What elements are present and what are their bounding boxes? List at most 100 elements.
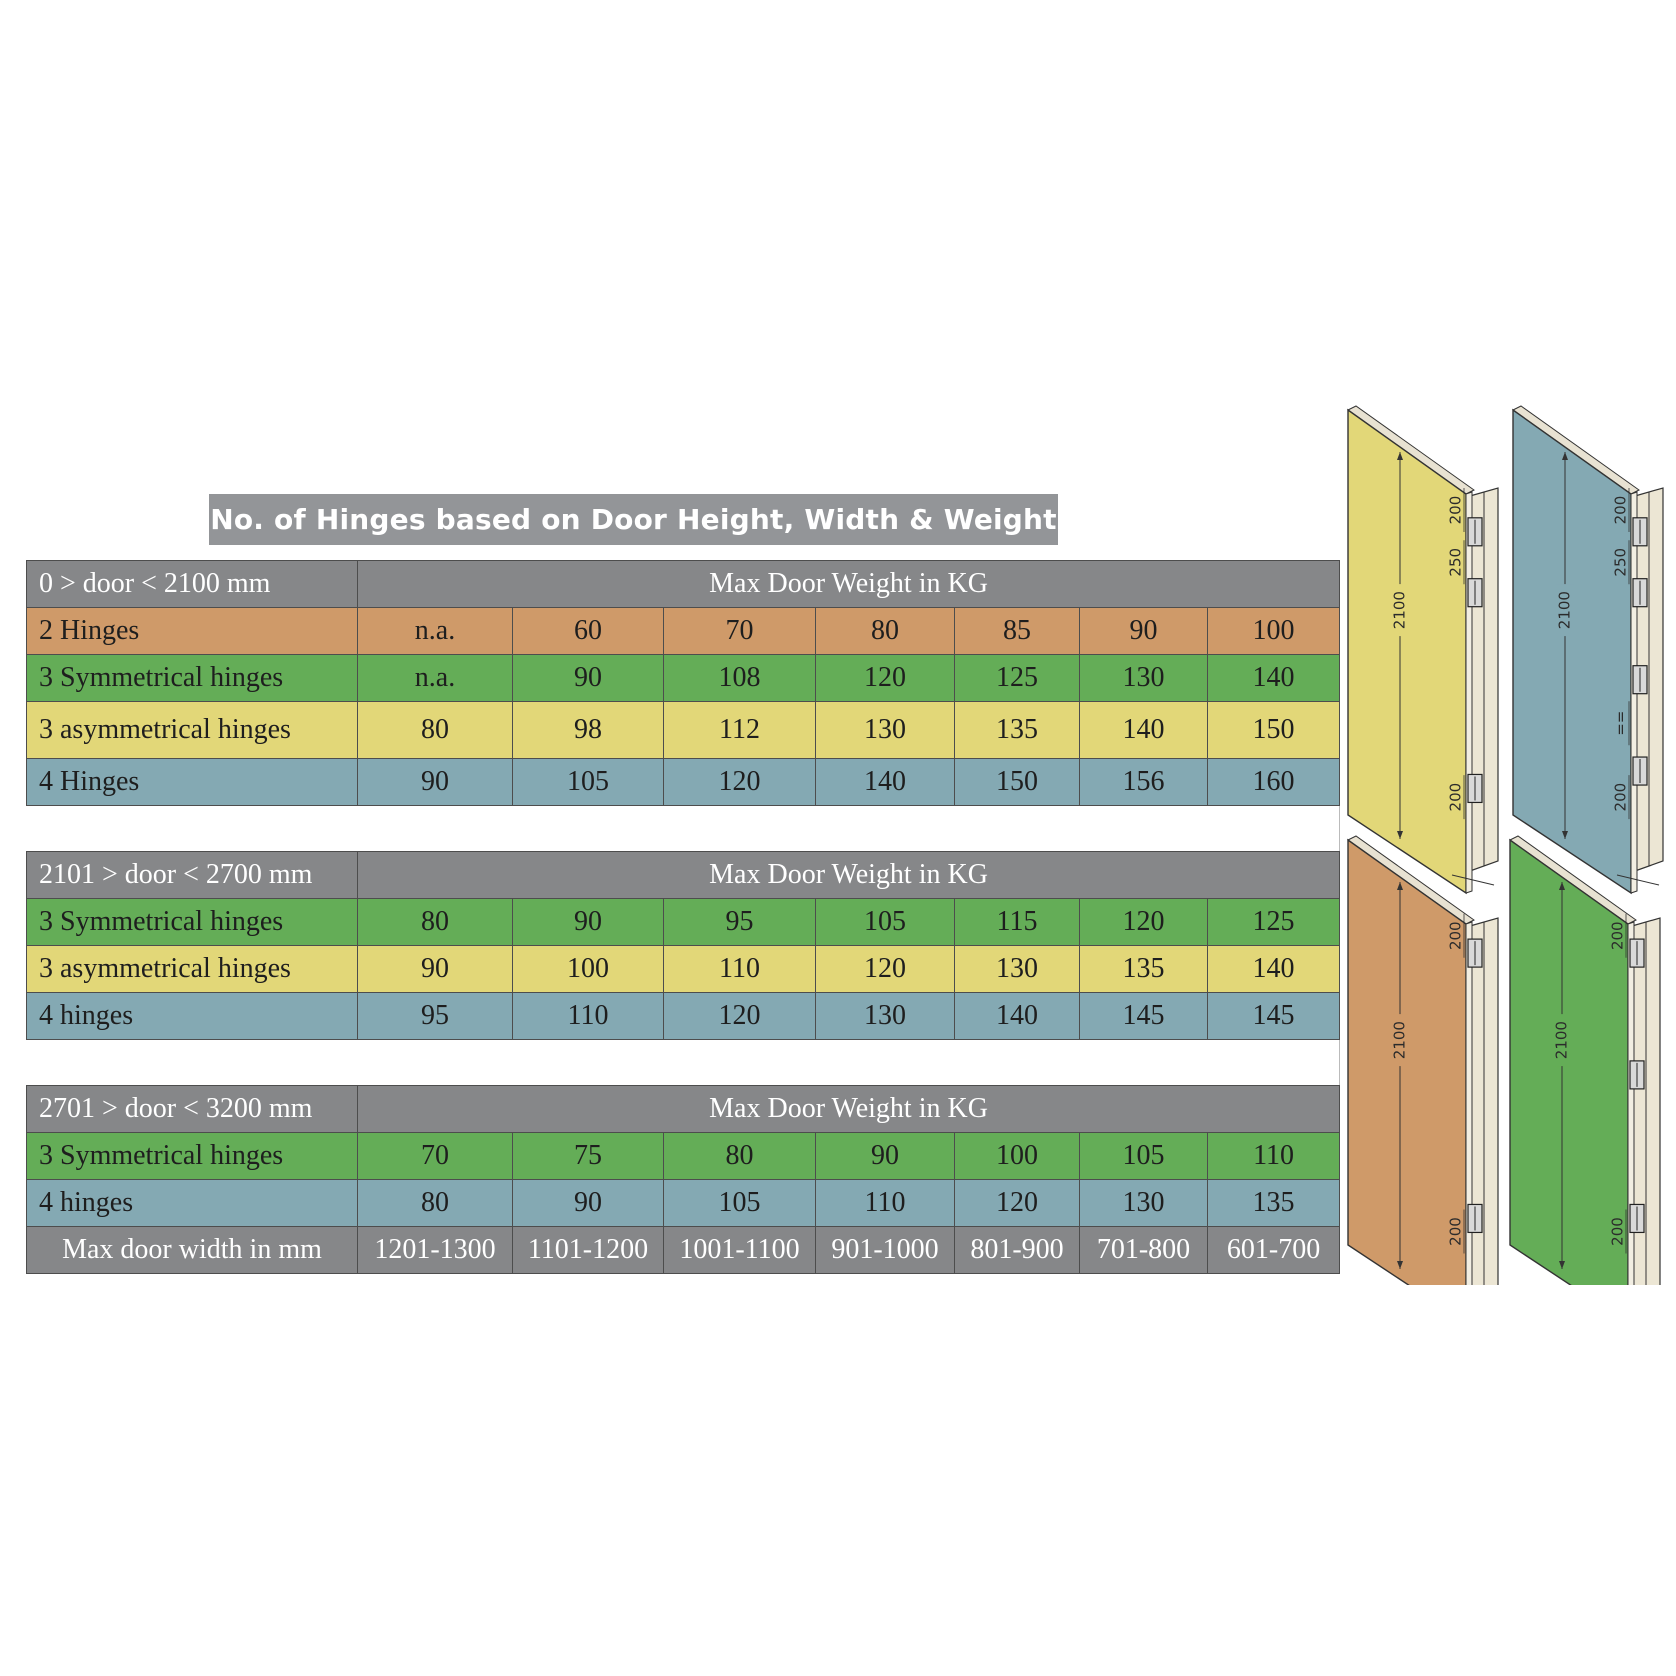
max-weight-cell: 140 [815, 758, 955, 806]
max-weight-cell: 145 [1079, 992, 1208, 1040]
max-weight-cell: 90 [1079, 607, 1208, 655]
hinge-config-label: 3 Symmetrical hinges [26, 1132, 358, 1180]
door-diagram-yellow: 2100 200 250 200 [1347, 405, 1499, 895]
max-weight-cell: 135 [1206, 1179, 1341, 1227]
section-spacer [26, 1039, 1341, 1086]
max-weight-cell: 130 [815, 701, 955, 759]
max-weight-cell: 120 [954, 1179, 1080, 1227]
max-weight-cell: 98 [512, 701, 664, 759]
max-weight-cell: 100 [954, 1132, 1080, 1180]
max-weight-cell: 145 [1206, 992, 1341, 1040]
dimension-label: 200 [1447, 496, 1465, 525]
hinge-config-label: 4 hinges [26, 1179, 358, 1227]
max-weight-cell: 105 [663, 1179, 816, 1227]
door-height-range: 2701 > door < 3200 mm [26, 1085, 358, 1133]
door-width-cell: 601-700 [1206, 1226, 1341, 1274]
max-weight-cell: 135 [954, 701, 1080, 759]
max-weight-cell: 160 [1206, 758, 1341, 806]
max-weight-header: Max Door Weight in KG [356, 1085, 1341, 1133]
max-weight-cell: 80 [357, 1179, 513, 1227]
hinge-config-label: 3 Symmetrical hinges [26, 654, 358, 702]
width-footer-row: Max door width in mm 1201-1300 1101-1200 10… [26, 1226, 1341, 1274]
arrow-head [1397, 452, 1403, 460]
max-weight-cell: 110 [663, 945, 816, 993]
table-row: 4 Hinges 90 105 120 140 150 156 160 [26, 758, 1341, 806]
door-width-cell: 1001-1100 [663, 1226, 816, 1274]
arrow-head [1559, 1261, 1565, 1269]
door-leaf [1512, 408, 1632, 895]
hinge-config-label: 3 asymmetrical hinges [26, 701, 358, 759]
max-weight-cell: 85 [954, 607, 1080, 655]
door-width-cell: 801-900 [954, 1226, 1080, 1274]
door-edge [1465, 491, 1473, 894]
max-weight-header: Max Door Weight in KG [356, 851, 1341, 899]
max-weight-cell: 80 [815, 607, 955, 655]
max-weight-cell: 75 [512, 1132, 664, 1180]
max-weight-cell: 140 [1206, 945, 1341, 993]
hinge-table: 0 > door < 2100 mm Max Door Weight in KG 2… [26, 560, 1341, 1274]
section-header-row: 2701 > door < 3200 mm Max Door Weight in … [26, 1085, 1341, 1133]
max-weight-cell: 90 [512, 654, 664, 702]
door-diagram-orange: 2100 200 200 [1347, 835, 1499, 1285]
max-weight-cell: 110 [1206, 1132, 1341, 1180]
bottom-dimension-line [1451, 874, 1495, 886]
arrow-head [1397, 831, 1403, 839]
arrow-head [1562, 452, 1568, 460]
max-weight-cell: 105 [1079, 1132, 1208, 1180]
max-weight-cell: 60 [512, 607, 664, 655]
max-weight-cell: 80 [357, 898, 513, 946]
max-weight-cell: 105 [512, 758, 664, 806]
max-weight-cell: 108 [663, 654, 816, 702]
max-weight-cell: 80 [357, 701, 513, 759]
height-label: 2100 [1391, 1021, 1409, 1059]
bottom-dimension-line [1616, 874, 1660, 886]
hinge-config-label: 4 Hinges [26, 758, 358, 806]
door-height-range: 2101 > door < 2700 mm [26, 851, 358, 899]
max-weight-cell: n.a. [357, 654, 513, 702]
hinge-config-label: 4 hinges [26, 992, 358, 1040]
max-weight-cell: 125 [1206, 898, 1341, 946]
arrow-head [1559, 882, 1565, 890]
max-weight-cell: 135 [1079, 945, 1208, 993]
dimension-label: 250 [1447, 548, 1465, 577]
height-label: 2100 [1391, 591, 1409, 629]
door-diagram-green: 2100 200 200 [1509, 835, 1661, 1285]
section-header-row: 0 > door < 2100 mm Max Door Weight in KG [26, 560, 1341, 608]
height-label: 2100 [1553, 1021, 1571, 1059]
max-weight-cell: 95 [663, 898, 816, 946]
max-weight-cell: 120 [1079, 898, 1208, 946]
max-weight-cell: 156 [1079, 758, 1208, 806]
max-weight-cell: 125 [954, 654, 1080, 702]
table-row: 3 asymmetrical hinges 80 98 112 130 135 140 150 [26, 701, 1341, 759]
door-hinge-diagrams: 21002002502002100200250==200210020020021… [1347, 405, 1664, 1285]
max-weight-cell: 120 [663, 758, 816, 806]
label-backdrop [1391, 1014, 1409, 1067]
max-weight-header: Max Door Weight in KG [356, 560, 1341, 608]
dimension-label: 200 [1612, 496, 1630, 525]
arrow-head [1562, 831, 1568, 839]
max-weight-cell: 70 [663, 607, 816, 655]
door-diagram-blue: 2100 200 250 == 200 [1512, 405, 1664, 895]
door-leaf [1347, 408, 1467, 895]
door-width-cell: 1101-1200 [512, 1226, 664, 1274]
door-width-cell: 901-1000 [815, 1226, 955, 1274]
hinge-config-label: 3 asymmetrical hinges [26, 945, 358, 993]
door-width-cell: 1201-1300 [357, 1226, 513, 1274]
max-weight-cell: 80 [663, 1132, 816, 1180]
max-weight-cell: 90 [512, 1179, 664, 1227]
dimension-label: 200 [1609, 1217, 1627, 1246]
door-edge [1627, 921, 1635, 1285]
max-weight-cell: 105 [815, 898, 955, 946]
table-row: 4 hinges 95 110 120 130 140 145 145 [26, 992, 1341, 1040]
dimension-label: == [1612, 711, 1630, 736]
height-label: 2100 [1556, 591, 1574, 629]
dimension-label: 200 [1447, 783, 1465, 812]
max-weight-cell: 120 [815, 945, 955, 993]
table-row: 3 asymmetrical hinges 90 100 110 120 130 135 14… [26, 945, 1341, 993]
max-weight-cell: 70 [357, 1132, 513, 1180]
door-edge [1465, 921, 1473, 1285]
arrow-head [1397, 882, 1403, 890]
hinge-config-label: 3 Symmetrical hinges [26, 898, 358, 946]
max-weight-cell: 130 [1079, 654, 1208, 702]
max-weight-cell: 90 [512, 898, 664, 946]
